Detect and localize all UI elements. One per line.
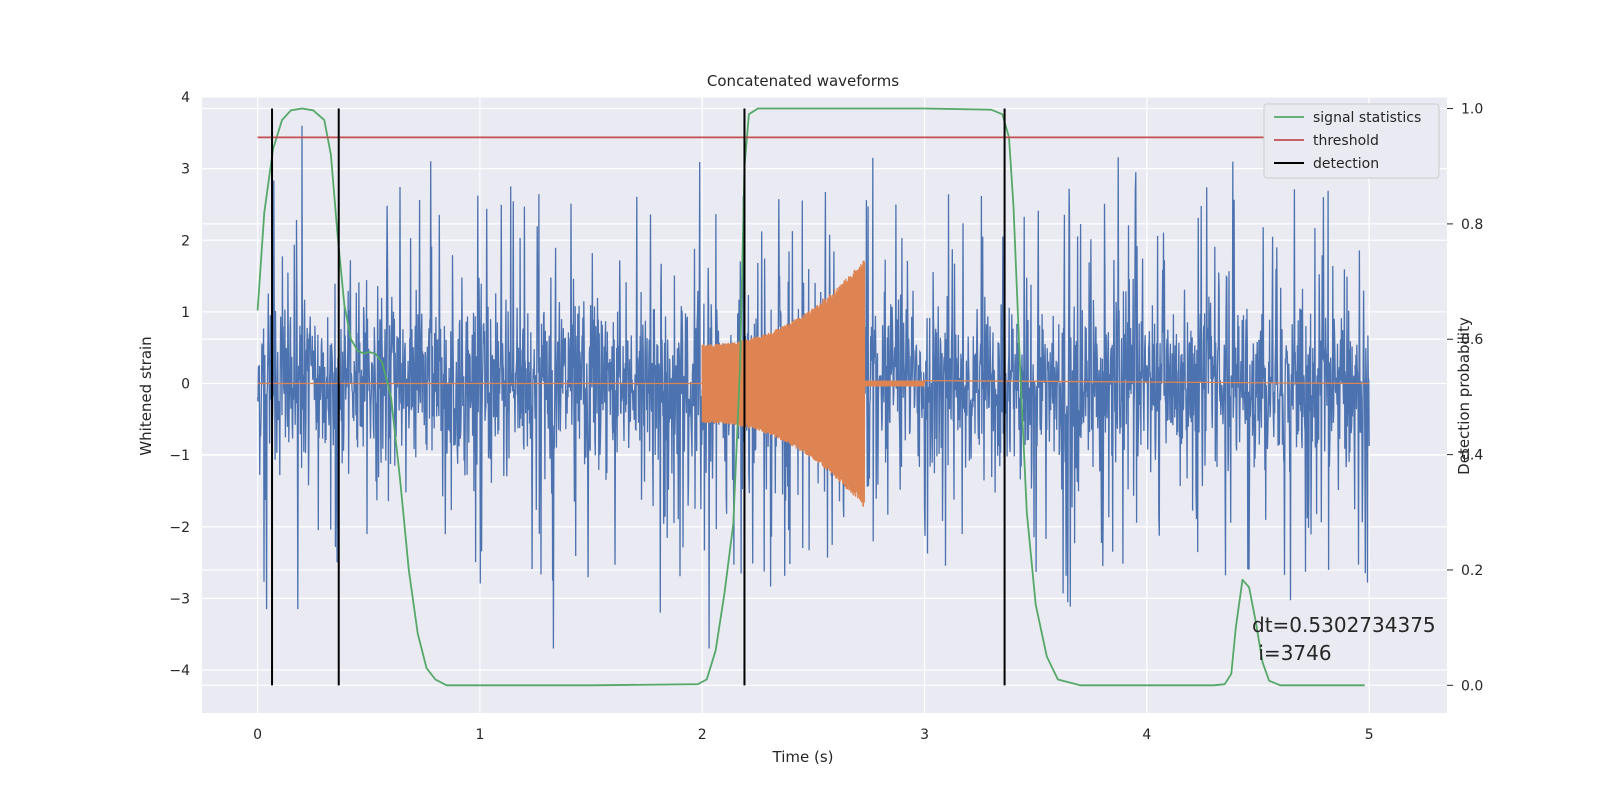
y2-tick-label: 1.0	[1461, 102, 1483, 118]
y2-tick-label: 0.4	[1461, 448, 1483, 464]
y2-tick-label: 0.0	[1461, 678, 1483, 694]
x-tick-label: 3	[920, 727, 929, 743]
legend-label-detection: detection	[1313, 156, 1379, 172]
y-tick-label: −1	[169, 448, 190, 464]
y-axis-title: Whitened strain	[137, 336, 155, 455]
y2-tick-label: 0.2	[1461, 563, 1483, 579]
y2-tick-label: 0.8	[1461, 217, 1483, 233]
x-tick-label: 0	[253, 727, 262, 743]
legend-label-statistics: signal statistics	[1313, 110, 1421, 126]
y-tick-label: −3	[169, 591, 190, 607]
x-tick-label: 2	[698, 727, 707, 743]
x-tick-label: 5	[1365, 727, 1374, 743]
x-tick-label: 4	[1142, 727, 1151, 743]
x-tick-label: 1	[475, 727, 484, 743]
signal-statistics-line	[256, 107, 1365, 687]
y-tick-label: 4	[181, 90, 190, 106]
x-axis-title: Time (s)	[772, 748, 834, 766]
chart-title: Concatenated waveforms	[707, 72, 899, 90]
legend: signal statistics threshold detection	[1263, 103, 1440, 179]
annotation-index: i=3746	[1252, 641, 1332, 665]
legend-label-threshold: threshold	[1313, 133, 1379, 149]
y-tick-label: 3	[181, 162, 190, 178]
annotation-dt: dt=0.5302734375	[1252, 613, 1436, 637]
y2-axis-title: Detection probability	[1455, 317, 1473, 475]
y-tick-label: −2	[169, 520, 190, 536]
y-tick-label: 0	[181, 377, 190, 393]
y-tick-label: 2	[181, 233, 190, 249]
chirp-waveform-line	[257, 260, 1370, 507]
y2-tick-label: 0.6	[1461, 332, 1483, 348]
legend-box	[1263, 103, 1440, 179]
y-tick-label: 1	[181, 305, 190, 321]
y-tick-label: −4	[169, 663, 190, 679]
